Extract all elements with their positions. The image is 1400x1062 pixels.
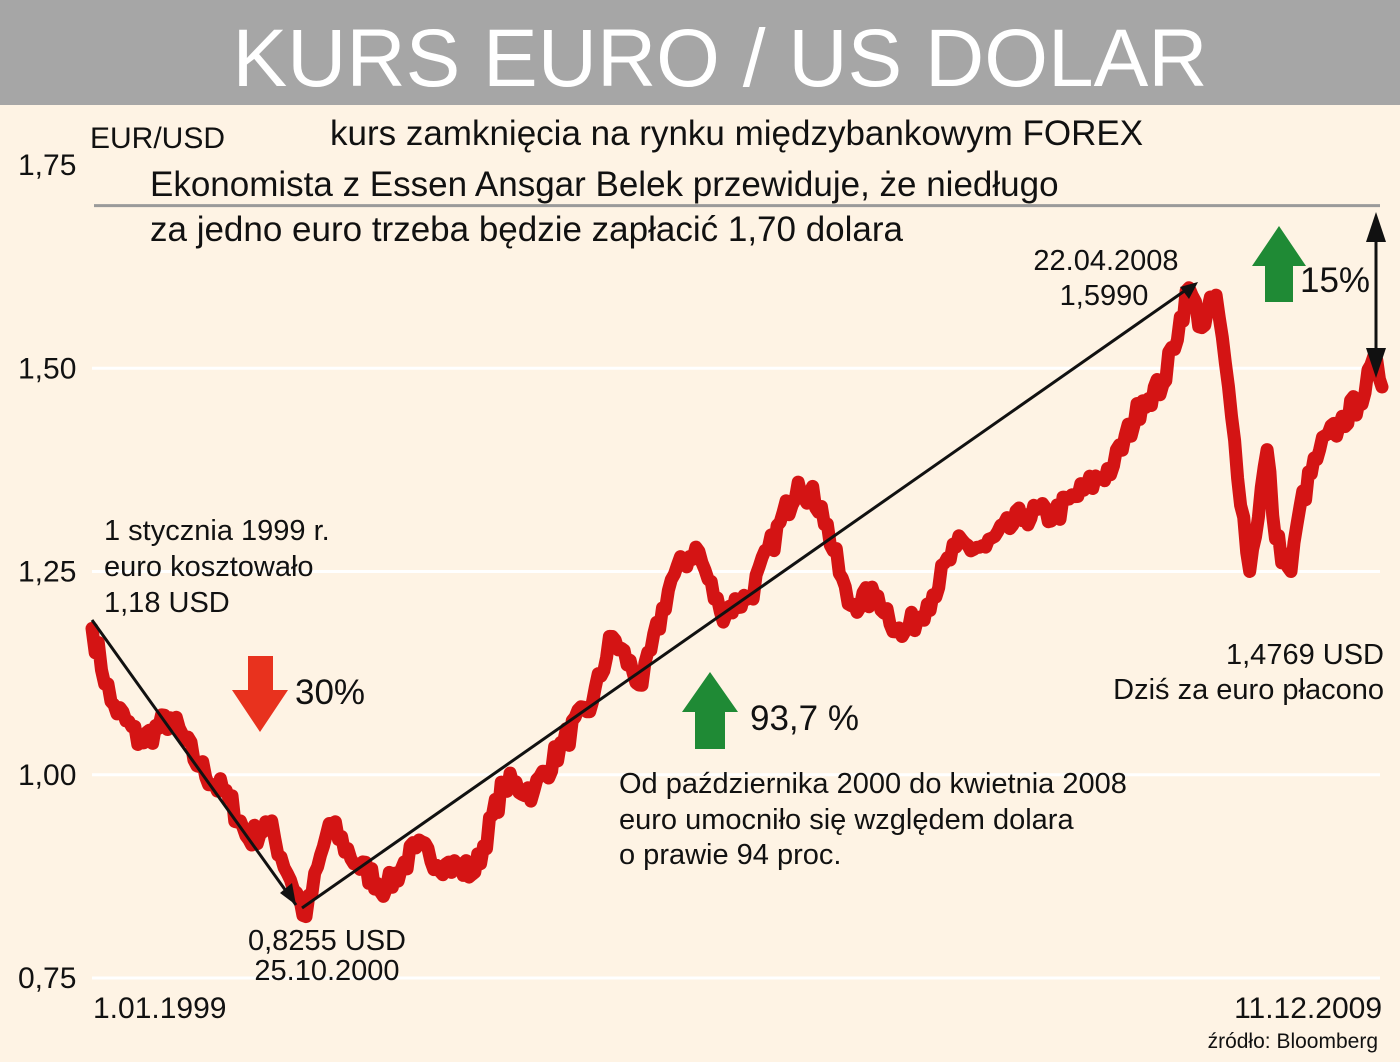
gap-arrowhead-down <box>1366 348 1386 378</box>
today-value: 1,4769 USD <box>1226 639 1384 671</box>
low-value: 0,8255 USD <box>248 925 406 957</box>
arrow-up-green-icon <box>682 672 738 749</box>
arrow-down-red-icon <box>232 656 288 732</box>
x-axis-end-label: 11.12.2009 <box>1234 992 1382 1025</box>
chart-subtitle: kurs zamknięcia na rynku międzybankowym … <box>330 114 1143 153</box>
trend-arrow-down <box>90 619 298 906</box>
y-axis-ticks: 1,75 1,50 1,25 1,00 0,75 <box>18 149 76 995</box>
start-annotation-2: euro kosztowało <box>104 551 314 583</box>
rise-text-1: Od października 2000 do kwietnia 2008 <box>619 768 1127 800</box>
arrowhead-low <box>280 883 296 905</box>
rise-text-2: euro umocniło się względem dolara <box>619 804 1074 836</box>
peak-value: 1,5990 <box>1060 280 1149 312</box>
chart-title: KURS EURO / US DOLAR <box>232 13 1207 104</box>
start-annotation-1: 1 stycznia 1999 r. <box>104 515 330 547</box>
peak-date: 22.04.2008 <box>1033 245 1178 277</box>
x-axis-start-label: 1.01.1999 <box>93 992 226 1025</box>
forecast-line-2: za jedno euro trzeba będzie zapłacić 1,7… <box>150 210 904 249</box>
y-axis-label: EUR/USD <box>90 122 225 155</box>
y-tick-label: 1,75 <box>18 149 76 182</box>
forecast-line-1: Ekonomista z Essen Ansgar Belek przewidu… <box>150 165 1059 204</box>
start-annotation-3: 1,18 USD <box>104 587 230 619</box>
gap-arrowhead-up <box>1366 212 1386 242</box>
arrow-up-green-icon-2 <box>1252 226 1306 302</box>
rise-percent: 93,7 % <box>750 699 859 738</box>
arrowhead-peak <box>1180 282 1198 299</box>
drop-percent: 30% <box>295 673 365 712</box>
low-date: 25.10.2000 <box>254 955 399 987</box>
trend-arrow-up <box>301 283 1194 910</box>
y-tick-label: 0,75 <box>18 962 76 995</box>
y-tick-label: 1,50 <box>18 352 76 385</box>
gap-percent: 15% <box>1300 261 1370 300</box>
source-note: źródło: Bloomberg <box>1208 1030 1378 1053</box>
title-band <box>0 0 1400 105</box>
today-label: Dziś za euro płacono <box>1113 674 1384 706</box>
y-tick-label: 1,25 <box>18 556 76 589</box>
rise-text-3: o prawie 94 proc. <box>619 839 841 871</box>
y-tick-label: 1,00 <box>18 759 76 792</box>
trend-arrows <box>90 222 1378 910</box>
